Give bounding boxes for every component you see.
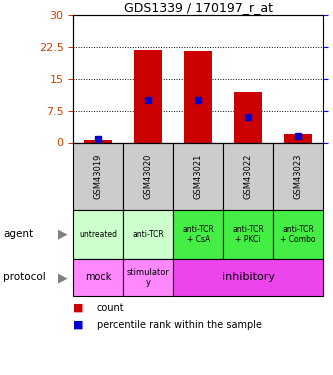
Bar xyxy=(184,51,212,142)
Bar xyxy=(284,134,312,142)
Bar xyxy=(234,92,262,142)
Bar xyxy=(85,140,112,142)
Text: ■: ■ xyxy=(73,320,84,330)
Text: GSM43021: GSM43021 xyxy=(193,154,203,199)
Bar xyxy=(73,210,123,259)
Bar xyxy=(223,210,273,259)
Text: GSM43023: GSM43023 xyxy=(293,153,303,199)
Bar xyxy=(273,142,323,210)
Bar xyxy=(123,210,173,259)
Text: anti-TCR: anti-TCR xyxy=(132,230,164,239)
Text: untreated: untreated xyxy=(79,230,117,239)
Text: protocol: protocol xyxy=(3,273,46,282)
Text: GSM43019: GSM43019 xyxy=(94,154,103,199)
Text: count: count xyxy=(97,303,124,313)
Text: GSM43022: GSM43022 xyxy=(243,154,253,199)
Title: GDS1339 / 170197_r_at: GDS1339 / 170197_r_at xyxy=(124,1,273,14)
Text: inhibitory: inhibitory xyxy=(221,273,275,282)
Text: stimulator
y: stimulator y xyxy=(127,268,169,287)
Bar xyxy=(273,210,323,259)
Text: anti-TCR
+ PKCi: anti-TCR + PKCi xyxy=(232,225,264,244)
Text: anti-TCR
+ CsA: anti-TCR + CsA xyxy=(182,225,214,244)
Text: percentile rank within the sample: percentile rank within the sample xyxy=(97,320,261,330)
Bar xyxy=(173,210,223,259)
Text: GSM43020: GSM43020 xyxy=(144,154,153,199)
Text: ▶: ▶ xyxy=(58,271,68,284)
Bar xyxy=(73,142,123,210)
Bar xyxy=(73,259,123,296)
Bar xyxy=(173,259,323,296)
Text: agent: agent xyxy=(3,230,33,239)
Text: ■: ■ xyxy=(73,303,84,313)
Bar xyxy=(223,142,273,210)
Bar xyxy=(173,142,223,210)
Text: mock: mock xyxy=(85,273,112,282)
Text: anti-TCR
+ Combo: anti-TCR + Combo xyxy=(280,225,316,244)
Bar xyxy=(135,50,162,142)
Bar xyxy=(123,142,173,210)
Text: ▶: ▶ xyxy=(58,228,68,241)
Bar xyxy=(123,259,173,296)
